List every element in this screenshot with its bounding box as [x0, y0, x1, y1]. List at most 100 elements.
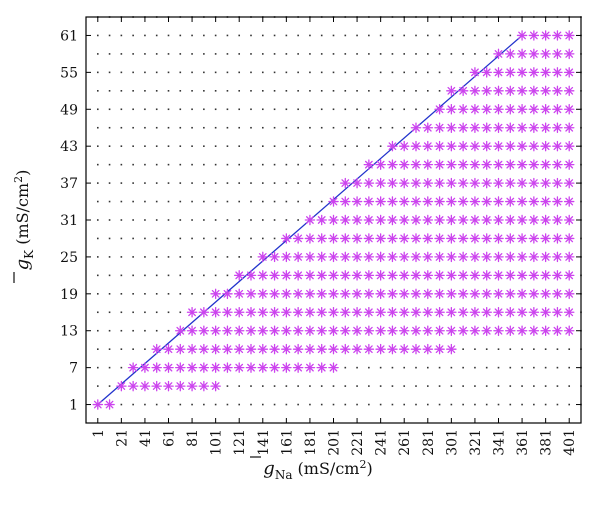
data-point: [316, 325, 327, 336]
grid-dot: [450, 366, 453, 369]
x-tick-label: 401: [562, 429, 578, 456]
grid-dot: [96, 200, 99, 203]
data-point: [493, 159, 504, 170]
grid-dot: [332, 53, 335, 55]
data-point: [269, 307, 280, 318]
grid-dot: [108, 219, 111, 221]
grid-dot: [132, 126, 134, 129]
data-point: [481, 214, 492, 226]
grid-dot: [415, 366, 417, 369]
grid-dot: [273, 126, 276, 129]
data-point: [516, 233, 528, 244]
grid-dot: [309, 182, 311, 184]
data-point: [493, 85, 504, 97]
grid-dot: [226, 237, 229, 240]
grid-dot: [226, 200, 229, 203]
data-point: [340, 196, 351, 207]
y-tick-label: 7: [69, 361, 78, 377]
grid-dot: [226, 126, 229, 129]
data-point: [316, 288, 327, 300]
data-point: [446, 270, 457, 281]
grid-dot: [179, 163, 182, 166]
data-point: [540, 177, 551, 189]
data-point: [210, 380, 221, 392]
data-point: [528, 104, 540, 115]
data-point: [257, 325, 269, 336]
grid-dot: [238, 403, 241, 406]
grid-dot: [203, 237, 205, 240]
grid-dot: [379, 90, 382, 92]
data-point: [210, 325, 221, 336]
data-point: [398, 233, 410, 244]
data-point: [186, 307, 198, 318]
data-point: [540, 251, 551, 263]
data-point: [528, 85, 540, 97]
data-point: [398, 140, 410, 152]
data-point: [116, 380, 127, 392]
data-point: [375, 233, 386, 244]
data-point: [186, 362, 198, 373]
grid-dot: [438, 53, 441, 55]
data-point: [163, 380, 174, 392]
grid-dot: [120, 108, 123, 111]
grid-dot: [285, 145, 288, 147]
grid-dot: [544, 348, 547, 350]
grid-dot: [120, 163, 123, 166]
data-point: [516, 288, 528, 300]
grid-dot: [144, 182, 146, 184]
grid-dot: [214, 237, 217, 240]
grid-dot: [144, 274, 146, 277]
grid-dot: [320, 34, 323, 37]
data-point: [375, 251, 386, 263]
grid-dot: [403, 108, 406, 111]
grid-dot: [450, 53, 453, 55]
grid-dot: [556, 348, 559, 350]
grid-dot: [273, 200, 276, 203]
grid-dot: [273, 34, 276, 37]
data-point: [410, 159, 422, 170]
data-point: [481, 159, 492, 170]
grid-dot: [250, 237, 252, 240]
data-point: [363, 307, 375, 318]
data-point: [481, 307, 492, 318]
data-point: [457, 104, 469, 115]
x-tick-label: 201: [327, 429, 343, 456]
grid-dot: [438, 90, 441, 92]
grid-dot: [167, 108, 170, 111]
data-point: [563, 270, 575, 281]
grid-dot: [332, 126, 335, 129]
grid-dot: [438, 403, 441, 406]
grid-dot: [132, 163, 134, 166]
data-point: [351, 288, 363, 300]
x-tick-label: 261: [397, 429, 413, 456]
data-point: [186, 325, 198, 336]
x-tick-label: 321: [468, 429, 484, 456]
grid-dot: [214, 256, 217, 258]
grid-dot: [96, 237, 99, 240]
grid-dot: [368, 403, 370, 406]
data-point: [563, 48, 575, 60]
grid-dot: [285, 108, 288, 111]
grid-dot: [509, 348, 512, 350]
data-point: [269, 325, 280, 336]
data-point: [563, 85, 575, 97]
x-axis-label-close: ): [366, 459, 372, 478]
grid-dot: [191, 34, 193, 37]
grid-dot: [191, 182, 193, 184]
data-point: [540, 325, 551, 336]
data-point: [493, 251, 504, 263]
grid-dot: [144, 348, 146, 350]
grid-dot: [155, 182, 158, 184]
data-point: [469, 214, 481, 226]
grid-dot: [226, 34, 229, 37]
data-point: [469, 140, 481, 152]
data-point: [304, 307, 316, 318]
x-axis-label-subscript: Na: [275, 468, 293, 482]
data-point: [222, 362, 233, 373]
grid-dot: [556, 366, 559, 369]
x-tick-label: 221: [350, 429, 366, 456]
grid-dot: [309, 163, 311, 166]
grid-dot: [203, 182, 205, 184]
data-point: [516, 251, 528, 263]
data-point: [481, 270, 492, 281]
